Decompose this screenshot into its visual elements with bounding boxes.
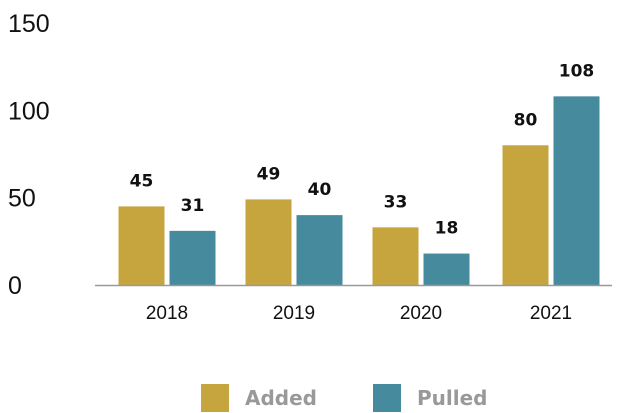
x-tick-label-2021: 2021 [530,303,572,324]
y-tick-label: 50 [8,185,36,213]
bar-added-2018 [118,206,165,285]
bar-pulled-2020 [423,253,470,285]
bar-pulled-2019 [296,215,343,285]
data-label-pulled-2019: 40 [308,180,332,200]
y-tick-label: 150 [8,10,50,38]
data-label-added-2020: 33 [384,192,408,212]
y-axis-ticks: 0 50 100 150 [8,10,50,300]
x-tick-label-2019: 2019 [273,303,315,324]
x-tick-label-2020: 2020 [400,303,442,324]
bar-pulled-2018 [169,230,216,285]
bar-added-2020 [372,227,419,285]
legend-label-pulled: Pulled [417,386,488,410]
legend-swatch-added [201,384,229,412]
data-label-added-2019: 49 [257,164,281,184]
y-tick-label: 100 [8,97,50,125]
data-label-pulled-2020: 18 [435,219,459,239]
x-axis-ticks: 2018 2019 2020 2021 [146,303,572,324]
legend: Added Pulled [201,384,488,412]
y-tick-label: 0 [8,272,22,300]
bar-added-2019 [245,199,292,285]
data-label-added-2021: 80 [514,110,538,130]
bars [118,96,600,285]
legend-label-added: Added [245,386,317,410]
bar-added-2021 [502,145,549,285]
data-labels: 45 31 49 40 33 18 80 108 [130,61,595,238]
bar-pulled-2021 [553,96,600,285]
data-label-pulled-2018: 31 [181,196,205,216]
legend-swatch-pulled [373,384,401,412]
data-label-added-2018: 45 [130,171,154,191]
x-tick-label-2018: 2018 [146,303,188,324]
data-label-pulled-2021: 108 [559,61,595,81]
